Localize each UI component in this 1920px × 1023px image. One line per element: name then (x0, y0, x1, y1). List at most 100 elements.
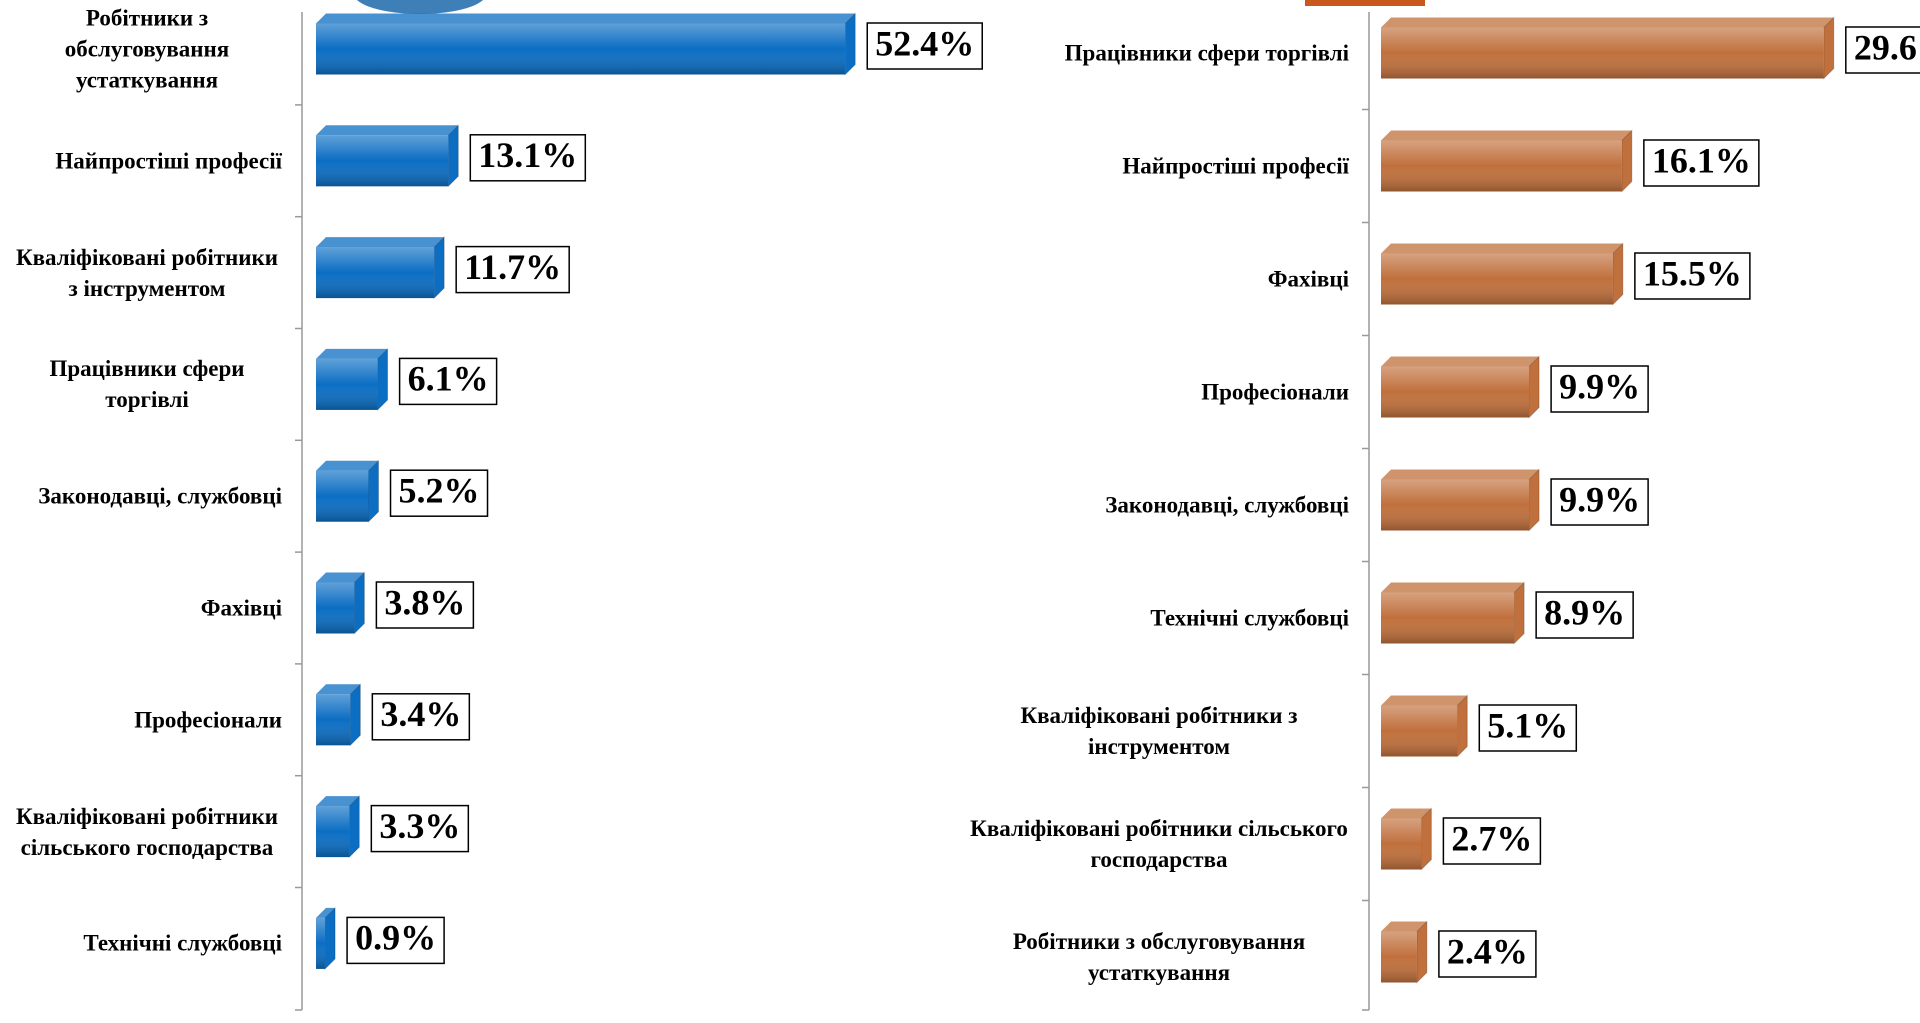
bar-top (316, 125, 459, 136)
category-label: Працівники сфери торгівлі (49, 356, 245, 413)
bar-shade (1381, 818, 1422, 870)
value-label-box (455, 245, 570, 294)
category-label: Кваліфіковані робітники з інструментом (15, 244, 279, 301)
value-label: 2.7% (1451, 818, 1532, 858)
category-label: Фахівці (200, 595, 282, 621)
value-label-box (1478, 704, 1578, 752)
value-label-box (1643, 139, 1760, 187)
value-label-box (1634, 252, 1751, 300)
value-label-box (1550, 365, 1649, 413)
value-label: 3.8% (384, 582, 465, 622)
bar-side (1528, 355, 1540, 419)
value-label-box (346, 916, 445, 965)
value-label: 3.3% (379, 806, 460, 846)
bar-side (1416, 920, 1428, 984)
bar-top (316, 348, 388, 359)
bar-top (1381, 582, 1525, 593)
value-label: 2.4% (1447, 931, 1528, 971)
category-label: Кваліфіковані робітники сільського госпо… (970, 816, 1348, 872)
bar-shade (1381, 705, 1458, 757)
bar-side (1456, 694, 1468, 758)
bar-top (316, 460, 379, 471)
bar-shade (1381, 366, 1530, 418)
value-label: 15.5% (1643, 253, 1742, 293)
value-label: 5.1% (1487, 705, 1568, 745)
category-label: Законодавці, службовці (1105, 492, 1349, 518)
category-label: Професіонали (134, 707, 282, 733)
category-label: Технічні службовці (83, 930, 282, 956)
bar-top (1381, 808, 1432, 819)
bar-side (1621, 129, 1633, 193)
value-label: 11.7% (464, 247, 561, 287)
bar-shade (1381, 479, 1530, 531)
bar-top (1381, 695, 1468, 706)
bar-shade (316, 806, 350, 858)
value-label: 52.4% (875, 23, 974, 63)
value-label: 6.1% (408, 359, 489, 399)
value-label: 0.9% (355, 918, 436, 958)
bar-top (316, 684, 361, 695)
category-label: Працівники сфери торгівлі (1064, 40, 1349, 66)
bar-top (316, 907, 336, 918)
bar-shade (1381, 253, 1613, 305)
bar-top (1381, 469, 1540, 480)
value-label: 16.1% (1652, 140, 1751, 180)
value-label: 3.4% (380, 694, 461, 734)
bar-side (1612, 242, 1624, 306)
category-label: Робітники з обслуговування устаткування (64, 5, 230, 93)
bar-side (433, 235, 445, 300)
bar-side (1513, 581, 1525, 645)
category-label: Робітники з обслуговування устаткування (1012, 929, 1306, 985)
value-label-box (469, 134, 587, 182)
bar-shade (1381, 592, 1515, 644)
value-label-box (370, 804, 470, 853)
value-label-box (1442, 817, 1542, 865)
category-label: Кваліфіковані робітники з інструментом (1020, 703, 1298, 759)
value-label: 5.2% (399, 470, 480, 510)
bar-shade (316, 23, 846, 75)
bar-shade (1381, 140, 1622, 192)
bar-shade (316, 694, 351, 746)
bar-side (844, 12, 856, 76)
bar-side (447, 124, 459, 188)
bar-top (316, 237, 445, 248)
value-label-box (398, 357, 498, 406)
bar-top (1381, 243, 1623, 254)
value-label-box (1550, 478, 1649, 526)
value-label: 9.9% (1559, 479, 1640, 519)
header-decoration (1305, 0, 1425, 6)
value-label: 29.6% (1854, 27, 1920, 67)
bar-side (348, 794, 360, 859)
value-label-box (866, 22, 983, 70)
bar-side (349, 683, 361, 747)
value-label-box (1845, 26, 1920, 74)
bar-shade (316, 247, 435, 299)
bar-shade (316, 470, 369, 522)
header-decoration (357, 0, 483, 14)
value-label-box (1438, 930, 1537, 978)
value-label-box (389, 469, 489, 517)
bar-top (1381, 17, 1834, 28)
value-label-box (1535, 591, 1634, 639)
bar-top (316, 13, 856, 24)
bar-top (1381, 921, 1427, 932)
bar-side (368, 459, 380, 523)
bar-shade (1381, 931, 1417, 983)
category-label: Найпростіші професії (55, 148, 282, 174)
bar-side (1528, 468, 1540, 532)
bar-top (316, 796, 360, 807)
value-label: 8.9% (1544, 592, 1625, 632)
bar-shade (1381, 27, 1824, 79)
value-label: 9.9% (1559, 366, 1640, 406)
category-label: Кваліфіковані робітники сільського госпо… (15, 803, 279, 860)
bar-shade (316, 917, 326, 969)
bar-top (1381, 130, 1632, 141)
category-label: Технічні службовці (1150, 605, 1349, 631)
bar-top (316, 572, 365, 583)
bar-shade (316, 135, 449, 187)
category-label: Найпростіші професії (1122, 153, 1349, 179)
bar-shade (316, 358, 378, 410)
bar-top (1381, 356, 1540, 367)
